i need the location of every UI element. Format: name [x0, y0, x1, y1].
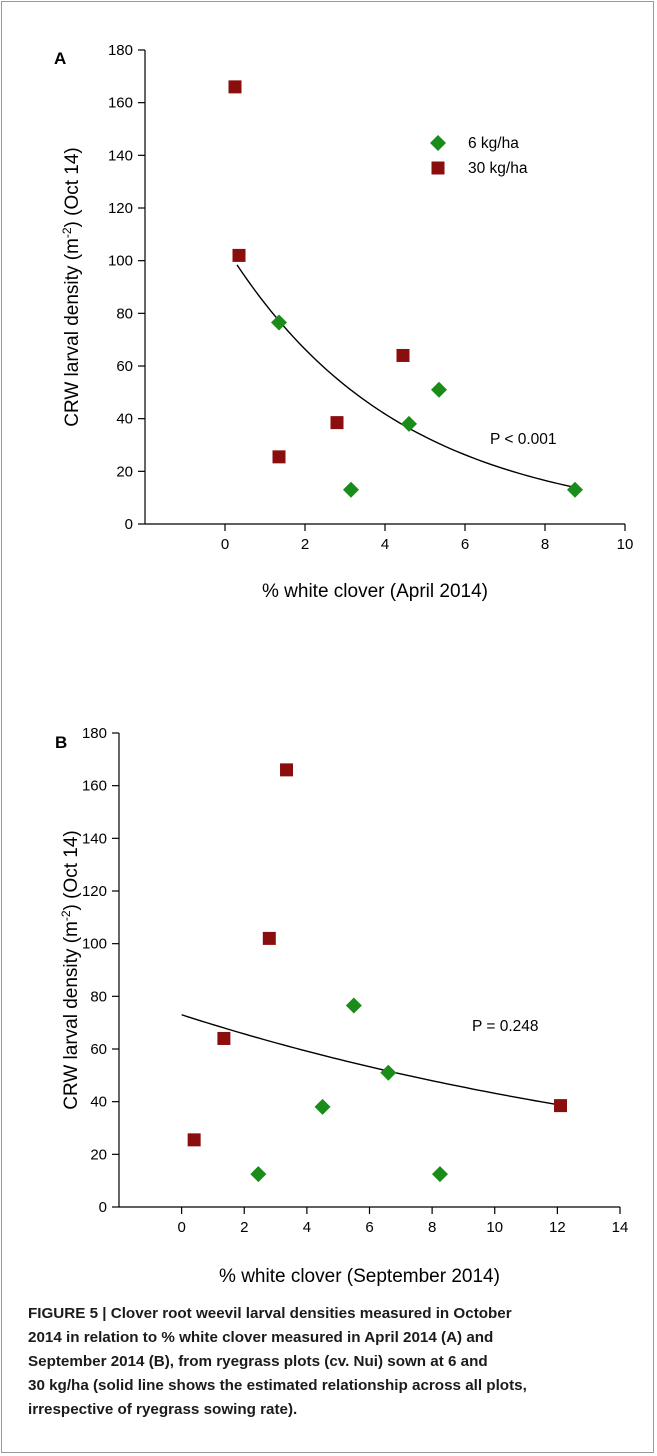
x-tick-label: 0 — [177, 1219, 185, 1236]
y-axis-label-superscript: -2 — [60, 227, 74, 238]
point-square — [187, 1133, 201, 1147]
legend-marker — [431, 161, 445, 175]
x-tick-label: 14 — [612, 1219, 629, 1236]
point-diamond — [431, 1166, 448, 1183]
x-axis-label: % white clover (September 2014) — [219, 1266, 500, 1287]
point-square — [232, 248, 246, 262]
y-tick-label: 100 — [108, 253, 133, 270]
y-tick-label: 20 — [116, 463, 133, 480]
point-square — [272, 450, 286, 464]
caption-line: irrespective of ryegrass sowing rate). — [28, 1401, 298, 1418]
y-tick-label: 180 — [82, 725, 107, 742]
y-tick-label: 140 — [82, 830, 107, 847]
y-axis-label-main: CRW larval density (m — [61, 921, 82, 1110]
point-square — [228, 80, 242, 94]
y-tick-label: 40 — [90, 1094, 107, 1111]
y-tick-label: 120 — [108, 200, 133, 217]
figure-caption: FIGURE 5 | Clover root weevil larval den… — [28, 1302, 638, 1422]
x-tick-label: 12 — [549, 1219, 566, 1236]
x-tick-label: 6 — [365, 1219, 373, 1236]
caption-line: FIGURE 5 | Clover root weevil larval den… — [28, 1305, 512, 1322]
y-tick-label: 0 — [99, 1199, 107, 1216]
y-tick-label: 180 — [108, 42, 133, 59]
x-tick-label: 8 — [428, 1219, 436, 1236]
caption-line: 2014 in relation to % white clover measu… — [28, 1329, 494, 1346]
point-square — [330, 416, 344, 430]
point-diamond — [401, 415, 417, 432]
series-30-kg-ha — [187, 763, 568, 1147]
chart-panel-b: 0 20 40 60 80 100 120 140 160 180 0 2 4 6 8 10 12 14 B % wh… — [55, 725, 628, 1287]
legend-label: 6 kg/ha — [468, 135, 519, 152]
x-tick-label: 2 — [301, 536, 309, 553]
p-value-annotation: P < 0.001 — [490, 431, 557, 448]
x-tick-label: 2 — [240, 1219, 248, 1236]
y-tick-label: 140 — [108, 147, 133, 164]
y-axis-label-main: CRW larval density (m — [62, 238, 83, 427]
legend: 6 kg/ha 30 kg/ha — [430, 135, 528, 177]
point-square — [262, 931, 276, 945]
point-square — [280, 763, 294, 777]
y-tick-label: 40 — [116, 411, 133, 428]
y-tick-label: 60 — [116, 358, 133, 375]
y-axis-label-end: ) (Oct 14) — [62, 147, 83, 227]
series-6-kg-ha — [271, 314, 583, 498]
point-diamond — [250, 1166, 267, 1183]
legend-label: 30 kg/ha — [468, 160, 528, 177]
point-square — [396, 348, 410, 362]
point-diamond — [345, 997, 362, 1014]
x-axis-label: % white clover (April 2014) — [262, 581, 488, 602]
chart-panel-a: 0 20 40 60 80 100 120 140 160 180 0 2 4 6 8 10 A % white … — [54, 42, 633, 602]
x-tick-label: 10 — [486, 1219, 503, 1236]
caption-line: 30 kg/ha (solid line shows the estimated… — [28, 1377, 527, 1394]
y-tick-label: 80 — [90, 988, 107, 1005]
y-tick-label: 20 — [90, 1146, 107, 1163]
y-axis-label: CRW larval density (m-2) (Oct 14) — [60, 147, 83, 427]
fit-curve — [236, 264, 576, 489]
x-tick-label: 0 — [221, 536, 229, 553]
x-tick-label: 10 — [617, 536, 634, 553]
x-tick-label: 4 — [381, 536, 389, 553]
y-tick-label: 60 — [90, 1041, 107, 1058]
caption-line: September 2014 (B), from ryegrass plots … — [28, 1353, 488, 1370]
y-axis-label: CRW larval density (m-2) (Oct 14) — [59, 830, 82, 1110]
point-diamond — [380, 1064, 397, 1081]
y-tick-label: 120 — [82, 883, 107, 900]
y-tick-label: 100 — [82, 936, 107, 953]
point-diamond — [343, 481, 359, 498]
y-tick-label: 0 — [125, 516, 133, 533]
point-square — [217, 1031, 231, 1045]
point-diamond — [567, 481, 583, 498]
x-tick-label: 4 — [303, 1219, 311, 1236]
point-diamond — [314, 1098, 331, 1115]
series-30-kg-ha — [228, 80, 410, 464]
y-axis-label-end: ) (Oct 14) — [61, 830, 82, 910]
point-square — [554, 1099, 568, 1113]
point-diamond — [431, 381, 447, 398]
series-6-kg-ha — [250, 997, 448, 1183]
y-tick-label: 160 — [82, 778, 107, 795]
y-tick-label: 160 — [108, 95, 133, 112]
y-axis-label-superscript: -2 — [59, 910, 73, 921]
p-value-annotation: P = 0.248 — [472, 1018, 539, 1035]
y-tick-label: 80 — [116, 305, 133, 322]
panel-letter: B — [55, 733, 67, 752]
x-tick-label: 8 — [541, 536, 549, 553]
point-diamond — [271, 314, 287, 331]
fit-curve — [181, 1014, 561, 1106]
legend-marker — [430, 135, 446, 151]
x-tick-label: 6 — [461, 536, 469, 553]
panel-letter: A — [54, 49, 66, 68]
